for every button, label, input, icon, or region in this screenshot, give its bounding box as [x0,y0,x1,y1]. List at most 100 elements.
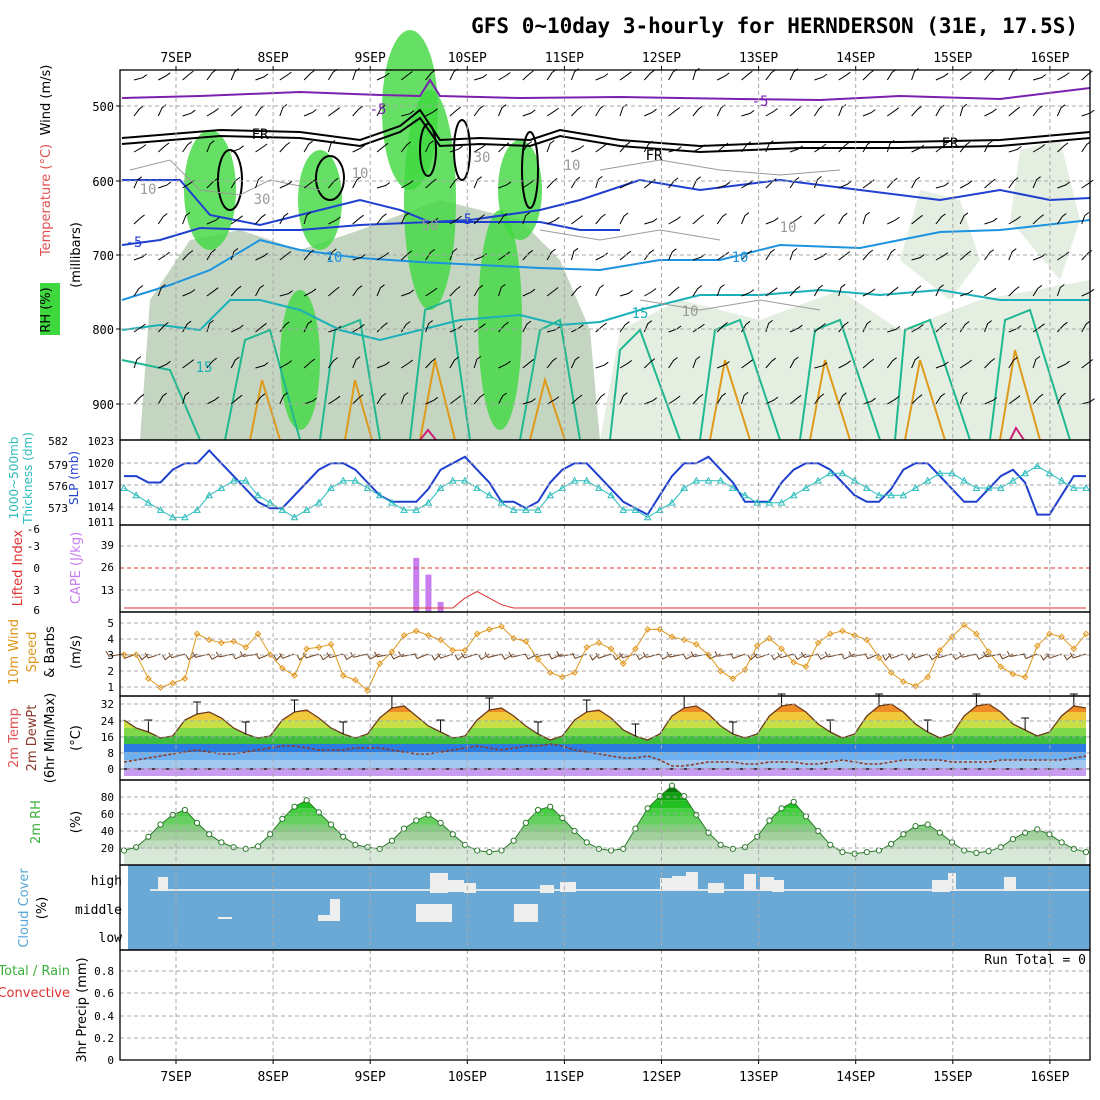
wind-barb [206,357,217,369]
wind-speed-marker [242,643,250,651]
wind-barb [595,284,604,297]
wind-speed-marker [498,623,505,630]
wind-barb [376,182,390,189]
wind-barb [886,177,898,189]
wind-barb [522,320,532,333]
temperature-contour [121,108,1091,148]
rh-marker [778,805,785,812]
wind-barb [619,290,633,297]
rh-band [124,785,1086,793]
wind-barb [546,287,559,297]
thickness-marker [375,491,384,499]
thickness-marker [972,483,981,491]
temp-tick-label: 24 [101,715,115,728]
high-cloud-bar [686,872,698,890]
thickness-marker [619,505,628,513]
wind-barb [668,395,681,405]
wind-speed-marker [851,632,858,639]
wind-barb [814,393,825,405]
precip-tick-label: 0.4 [94,1010,114,1023]
wind-barb [643,140,653,153]
thickness-marker [875,491,883,499]
wind-barb [230,106,242,117]
rh-marker [961,847,968,854]
wind-barb [619,360,632,369]
cape-tick-label: 39 [101,539,114,552]
wind-barb [741,289,755,297]
wind-speed-marker [534,655,542,663]
thickness-marker [546,491,555,499]
rh-marker [218,839,225,846]
wind-barb [1081,320,1091,333]
wind-barb [157,213,168,225]
wind-barb [717,181,731,189]
rh-band [124,816,1086,825]
wind-barb [1081,109,1095,117]
wind-barb [279,290,293,297]
wind-speed-marker [388,648,396,656]
cape-bar [413,557,420,612]
wind-barb [643,69,655,81]
wind-barb [376,393,387,405]
wind-barb [352,176,362,189]
slp-tick-label: 1017 [88,479,115,492]
wind-barb [522,179,535,189]
wind-barb [838,181,852,189]
wind-barb [1057,360,1070,369]
thickness-marker [692,476,701,484]
temperature-contour [904,359,946,441]
wind-barb [133,323,146,333]
thickness-marker [156,505,165,513]
wind-barb [644,218,658,225]
wind-barb [206,69,217,81]
wind-barb [911,324,924,333]
wind-barb [546,396,560,405]
wind-barb [838,392,847,405]
thickness-marker [680,483,689,491]
thickness-marker [814,476,822,484]
wind-barb [666,651,685,658]
run-total-label: Run Total = 0 [984,953,1086,968]
wind-barb [352,285,363,297]
rh-marker [303,797,310,804]
wind-barb [158,181,172,189]
thickness-marker [936,469,944,477]
thickness-marker [193,505,201,513]
thickness-tick-label: 576 [48,480,68,493]
middle-cloud-bar [514,904,538,922]
wind-barb [905,653,916,661]
wind-barb [1032,323,1045,333]
temperature-contour [344,379,373,441]
rh-marker [340,833,347,840]
wind-barb [814,143,827,153]
rh-marker [668,782,676,789]
wind-barb [1032,285,1043,297]
wind-barb [1056,284,1065,297]
wind-barb [619,180,633,189]
wind-barb [133,253,147,261]
pressure-tick-label: 800 [92,323,114,337]
pressure-tick-label: 700 [92,249,114,263]
high-cloud-bar [430,873,448,893]
wind-barb [303,358,316,369]
thickness-marker [850,476,859,484]
wind-barb [230,215,243,225]
rh-marker [839,848,846,856]
rh-marker [802,813,810,820]
wind-barb [206,140,215,153]
wind-barb [498,392,507,405]
wind-barb [401,180,414,189]
slp-tick-label: 1011 [88,516,115,529]
wind-speed-marker [607,645,615,653]
contour-label: FR [646,148,663,164]
thickness-marker [607,491,615,499]
thickness-label: 1000~500mb [7,437,21,520]
thickness-label: Thickness (dm) [21,432,35,525]
wind-barb [556,651,575,657]
thickness-marker [802,483,810,491]
date-label-bottom: 13SEP [739,1070,778,1085]
thickness-marker [655,505,664,513]
rh-marker [559,814,566,822]
contour-label: 10 [564,158,581,174]
wind-barb [279,392,288,405]
